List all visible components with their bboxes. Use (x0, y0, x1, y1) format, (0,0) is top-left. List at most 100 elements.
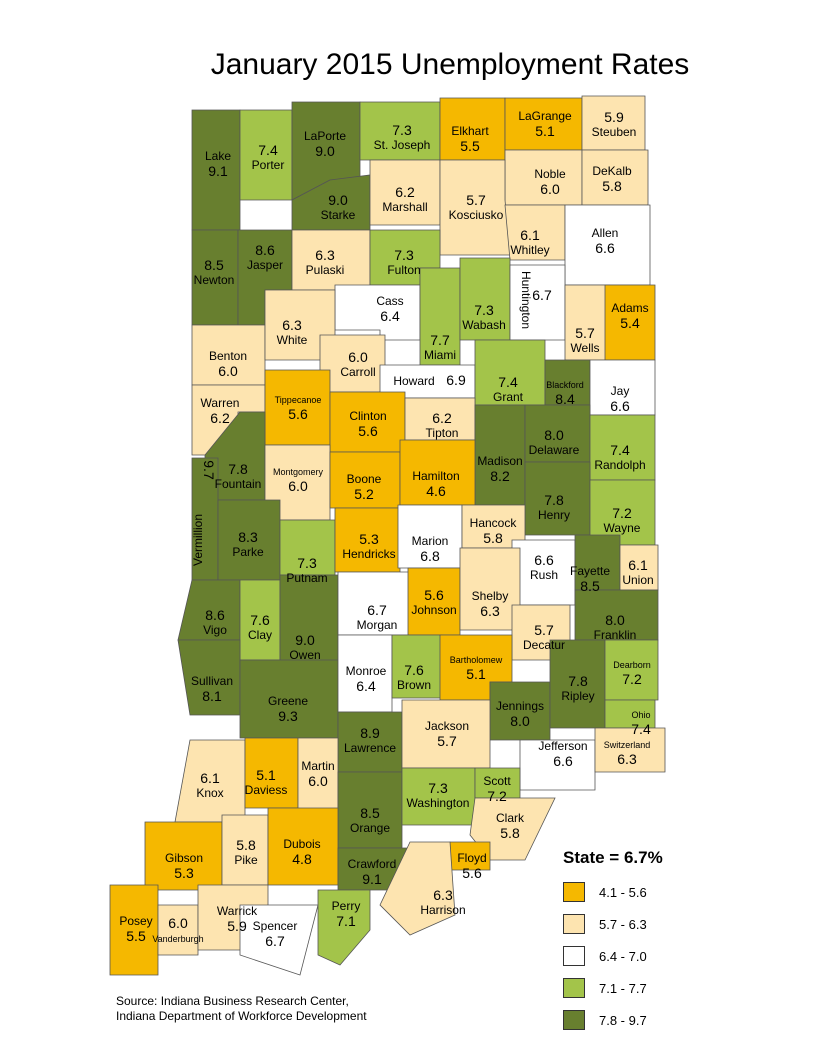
county-rate-greene: 9.3 (278, 708, 298, 724)
county-perry (317, 889, 371, 966)
county-rate-union: 6.1 (628, 557, 648, 573)
county-name-daviess: Daviess (245, 783, 288, 797)
county-name-elkhart: Elkhart (451, 124, 489, 138)
county-rate-martin: 6.0 (308, 773, 328, 789)
legend-swatch (563, 882, 585, 902)
county-name-hamilton: Hamilton (412, 469, 459, 483)
county-rate-fayette: 8.5 (580, 578, 600, 594)
county-name-starke: Starke (321, 208, 356, 222)
county-name-clay: Clay (248, 628, 272, 642)
county-name-white: White (277, 333, 308, 347)
county-name-decatur: Decatur (523, 638, 565, 652)
county-name-huntington: Huntington (519, 271, 533, 329)
county-rate-jay: 6.6 (610, 398, 630, 414)
county-name-union: Union (622, 573, 653, 587)
county-name-washington: Washington (407, 796, 470, 810)
county-rate-lake: 9.1 (208, 163, 228, 179)
county-rate-adams: 5.4 (620, 315, 640, 331)
county-rate-hendricks: 5.3 (359, 531, 379, 547)
county-rate-huntington: 6.7 (532, 287, 552, 303)
county-name-tippecanoe: Tippecanoe (275, 395, 322, 405)
county-name-orange: Orange (350, 821, 390, 835)
legend: State = 6.7% 4.1 - 5.6 5.7 - 6.3 6.4 - 7.0… (563, 848, 703, 1036)
county-rate-harrison: 6.3 (433, 887, 453, 903)
county-name-johnson: Johnson (411, 603, 456, 617)
county-rate-jennings: 8.0 (510, 713, 530, 729)
county-rate-sullivan: 8.1 (202, 688, 222, 704)
legend-label: 5.7 - 6.3 (599, 916, 647, 932)
county-name-perry: Perry (332, 899, 361, 913)
county-rate-perry: 7.1 (336, 913, 356, 929)
county-rate-blackford: 8.4 (555, 391, 575, 407)
county-name-hancock: Hancock (470, 516, 518, 530)
county-name-tipton: Tipton (426, 426, 459, 440)
county-switzerland (594, 727, 666, 773)
county-rate-spencer: 6.7 (265, 933, 285, 949)
county-name-knox: Knox (196, 786, 223, 800)
county-rate-elkhart: 5.5 (460, 138, 480, 154)
county-rate-ohio: 7.4 (631, 721, 651, 737)
county-name-ripley: Ripley (561, 689, 594, 703)
county-rate-pulaski: 6.3 (315, 247, 335, 263)
county-name-lake: Lake (205, 149, 231, 163)
county-name-porter: Porter (252, 158, 285, 172)
county-rate-henry: 7.8 (544, 492, 564, 508)
county-rate-cass: 6.4 (380, 308, 400, 324)
county-name-jennings: Jennings (496, 699, 544, 713)
county-rate-montgomery: 6.0 (288, 478, 308, 494)
county-name-vanderburgh: Vanderburgh (152, 934, 203, 944)
county-rate-bartholomew: 5.1 (466, 666, 486, 682)
county-rate-marshall: 6.2 (395, 184, 415, 200)
county-rate-randolph: 7.4 (610, 442, 630, 458)
county-rate-orange: 8.5 (360, 805, 380, 821)
county-name-allen: Allen (592, 226, 619, 240)
county-name-brown: Brown (397, 678, 431, 692)
county-spencer (239, 904, 319, 976)
legend-item: 7.1 - 7.7 (563, 972, 703, 1004)
county-name-wabash: Wabash (462, 318, 506, 332)
county-rate-tipton: 6.2 (432, 410, 452, 426)
county-name-wells: Wells (570, 341, 599, 355)
county-name-martin: Martin (301, 759, 334, 773)
county-name-owen: Owen (289, 648, 320, 662)
county-rate-laporte: 9.0 (315, 143, 335, 159)
county-rate-floyd: 5.6 (462, 865, 482, 881)
county-rate-franklin: 8.0 (605, 612, 625, 628)
county-name-lawrence: Lawrence (344, 741, 396, 755)
county-rate-posey: 5.5 (126, 928, 146, 944)
legend-item: 5.7 - 6.3 (563, 908, 703, 940)
legend-label: 6.4 - 7.0 (599, 948, 647, 964)
county-name-pulaski: Pulaski (306, 263, 345, 277)
county-rate-gibson: 5.3 (174, 865, 194, 881)
county-name-marshall: Marshall (382, 200, 427, 214)
county-rate-scott: 7.2 (487, 788, 507, 804)
county-rate-clay: 7.6 (250, 612, 270, 628)
county-rate-fulton: 7.3 (394, 247, 414, 263)
county-name-howard: Howard (393, 374, 434, 388)
county-rate-pike: 5.8 (236, 837, 256, 853)
county-name-dekalb: DeKalb (592, 164, 632, 178)
county-name-montgomery: Montgomery (273, 467, 324, 477)
county-rate-ripley: 7.8 (568, 673, 588, 689)
county-name-marion: Marion (412, 534, 449, 548)
county-name-switzerland: Switzerland (604, 740, 651, 750)
county-rate-dearborn: 7.2 (622, 671, 642, 687)
county-name-franklin: Franklin (594, 628, 637, 642)
county-name-putnam: Putnam (286, 571, 327, 585)
county-rate-howard: 6.9 (446, 372, 466, 388)
county-rate-dubois: 4.8 (292, 851, 312, 867)
legend-label: 4.1 - 5.6 (599, 884, 647, 900)
legend-title: State = 6.7% (563, 848, 663, 867)
county-name-madison: Madison (477, 454, 522, 468)
county-rate-kosciusko: 5.7 (466, 192, 486, 208)
county-name-wayne: Wayne (604, 521, 641, 535)
county-rate-delaware: 8.0 (544, 427, 564, 443)
county-rate-monroe: 6.4 (356, 678, 376, 694)
county-name-henry: Henry (538, 508, 570, 522)
county-rate-hamilton: 4.6 (426, 483, 446, 499)
page-title: January 2015 Unemployment Rates (210, 48, 690, 81)
county-name-fayette: Fayette (570, 564, 610, 578)
county-name-sullivan: Sullivan (191, 674, 233, 688)
county-rate-fountain: 7.8 (228, 461, 248, 477)
county-rate-benton: 6.0 (218, 363, 238, 379)
